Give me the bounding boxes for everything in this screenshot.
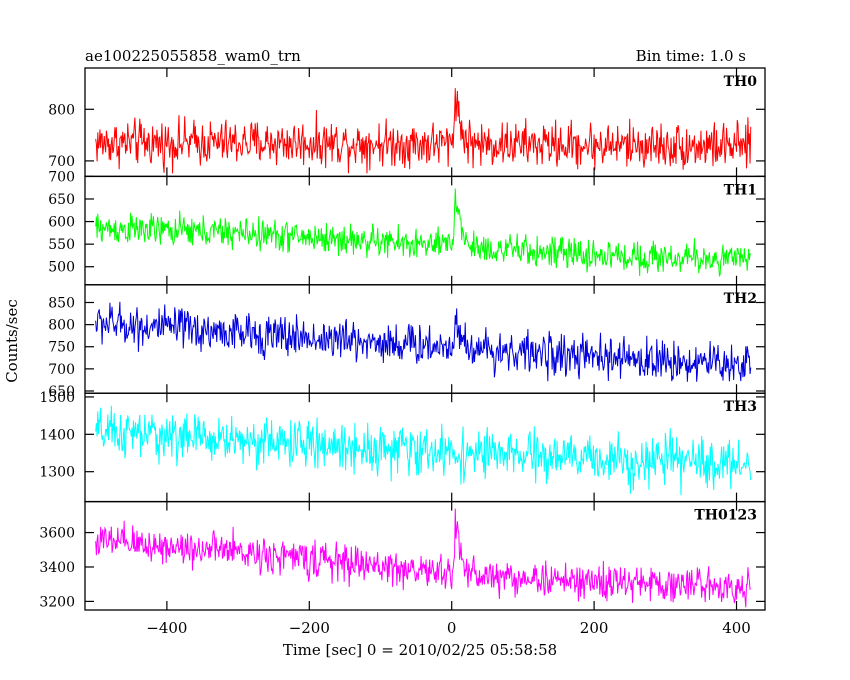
y-tick-label: 700 xyxy=(48,154,75,170)
y-tick-label: 650 xyxy=(48,192,75,208)
y-axis-label: Counts/sec xyxy=(3,299,21,383)
y-tick-label: 500 xyxy=(48,260,75,276)
series-line-th1 xyxy=(95,188,752,278)
y-tick-label: 550 xyxy=(48,237,75,253)
x-axis-label: Time [sec] 0 = 2010/02/25 05:58:58 xyxy=(283,641,557,659)
series-line-th2 xyxy=(95,301,752,382)
panel-th0: 700 800 TH0 xyxy=(48,67,766,178)
y-tick-label: 1500 xyxy=(39,390,75,406)
y-tick-label: 700 xyxy=(48,362,75,378)
x-tick-label: 400 xyxy=(722,619,751,637)
x-tick-label: −200 xyxy=(289,619,330,637)
series-line-th0123 xyxy=(95,508,751,608)
panel-frame xyxy=(84,500,766,611)
panel-label: TH0 xyxy=(724,74,758,90)
panel-th1: 500 550 600 650 700 TH1 xyxy=(48,169,766,286)
y-tick-label: 800 xyxy=(48,318,75,334)
x-tick-label: −400 xyxy=(146,619,187,637)
panel-th2: 650 700 750 800 850 TH2 xyxy=(48,284,766,400)
y-tick-label: 650 xyxy=(48,384,75,400)
y-tick-label: 3200 xyxy=(39,594,75,610)
panels: 700 800 TH0 500 550 600 650 700 TH1 650 700 750 800 8… xyxy=(39,67,766,637)
panel-label: TH2 xyxy=(724,291,757,307)
panel-label: TH1 xyxy=(724,182,757,198)
chart-subtitle: Bin time: 1.0 s xyxy=(636,47,746,65)
chart-title: ae100225055858_wam0_trn xyxy=(85,47,301,65)
y-tick-label: 3400 xyxy=(39,560,75,576)
x-tick-label: 0 xyxy=(447,619,457,637)
y-tick-label: 1400 xyxy=(39,427,75,443)
y-tick-label: 800 xyxy=(48,102,75,118)
panel-label: TH0123 xyxy=(694,508,757,524)
panel-frame xyxy=(84,284,766,394)
panel-th3: 1300 1400 1500 TH3 xyxy=(39,390,766,503)
y-tick-label: 700 xyxy=(48,169,75,185)
y-tick-label: 3600 xyxy=(39,526,75,542)
y-tick-label: 600 xyxy=(48,215,75,231)
x-tick-label: 200 xyxy=(580,619,609,637)
y-tick-label: 1300 xyxy=(39,465,75,481)
y-tick-label: 750 xyxy=(48,340,75,356)
panel-frame xyxy=(84,67,766,178)
series-line-th3 xyxy=(95,405,752,496)
series-line-th0 xyxy=(95,88,752,174)
panel-th0123: 3200 3400 3600 TH0123 xyxy=(39,500,766,611)
y-tick-label: 850 xyxy=(48,295,75,311)
panel-label: TH3 xyxy=(724,399,757,415)
